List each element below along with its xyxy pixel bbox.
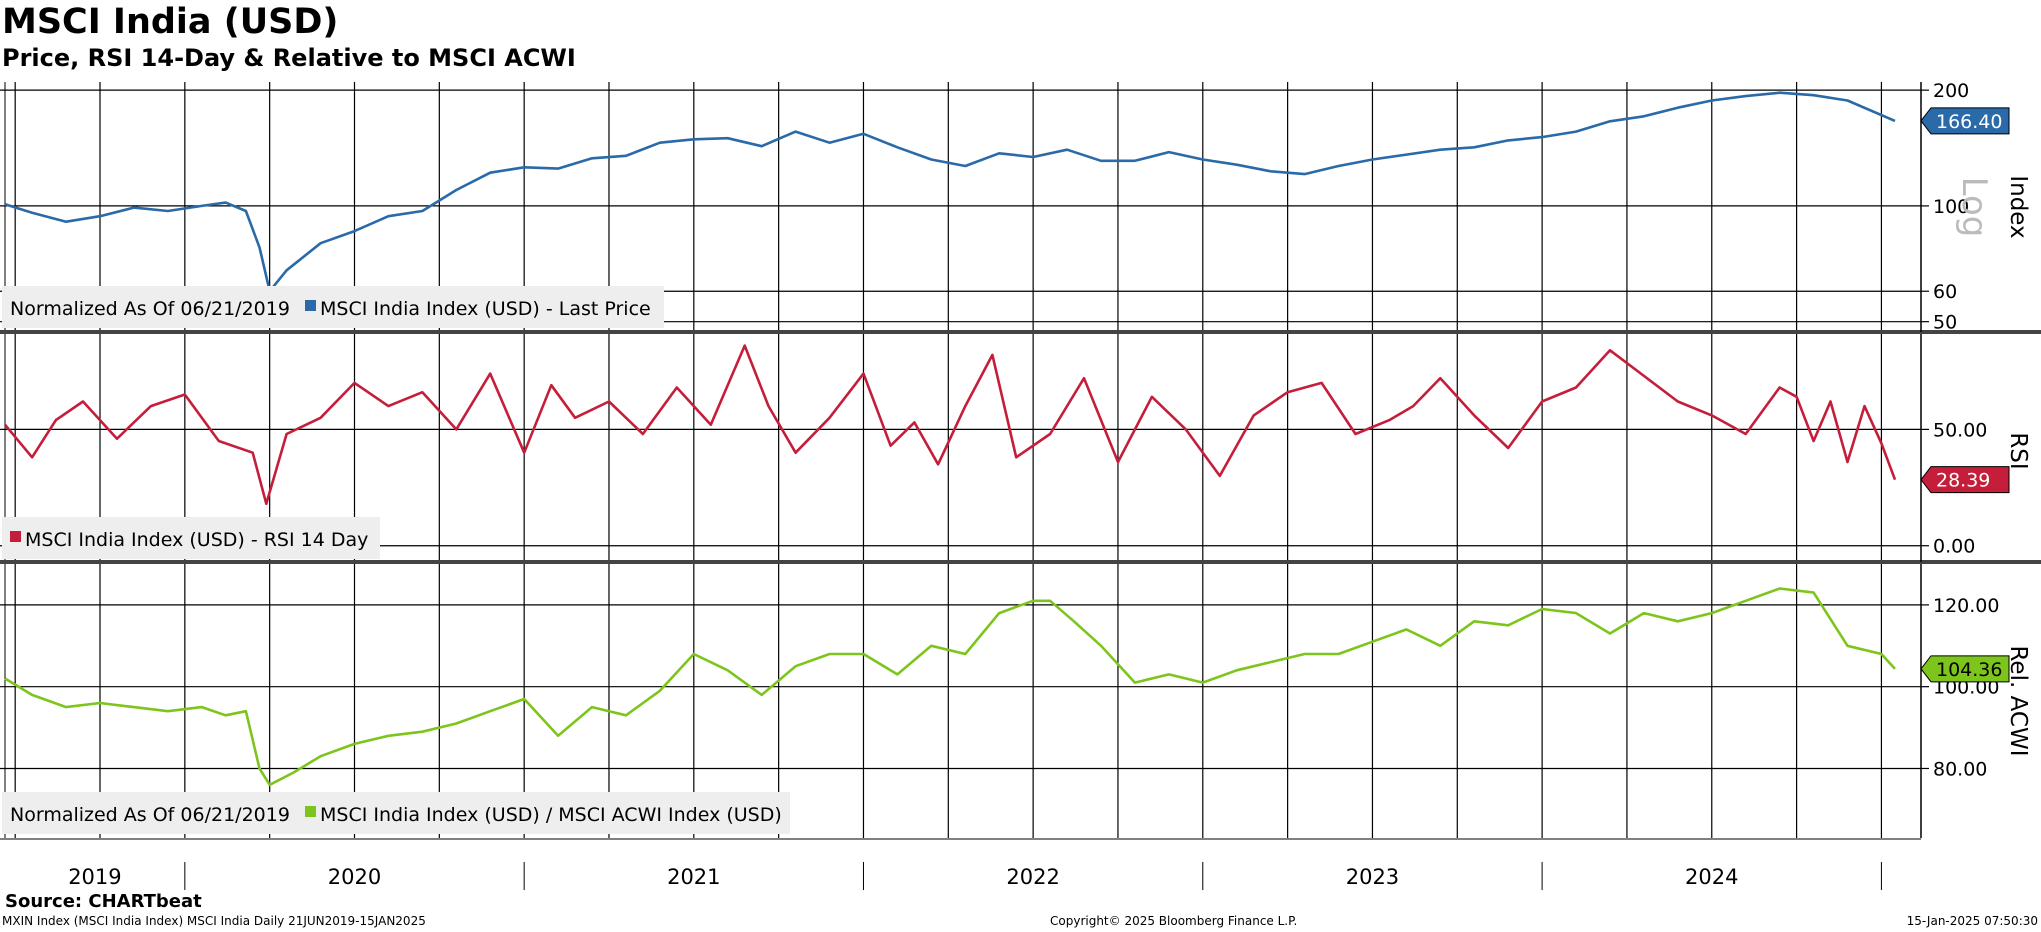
series-line-price-panel (4, 91, 1896, 293)
last-value-label: 104.36 (1936, 659, 2002, 681)
last-value-tag (1920, 655, 2010, 683)
source-label: Source: CHARTbeat (5, 891, 202, 912)
series-layer (4, 91, 1897, 787)
chart-subtitle: Price, RSI 14-Day & Relative to MSCI ACW… (2, 44, 576, 72)
scale-label: Log (1954, 177, 1994, 238)
chart-title: MSCI India (USD) (2, 2, 339, 42)
legend-box (2, 286, 664, 328)
grid-layer (0, 82, 2041, 838)
y-axis-title: RSI (2005, 432, 2031, 469)
last-value-label: 166.40 (1936, 111, 2002, 133)
legend-label: MSCI India Index (USD) - Last Price (320, 298, 651, 320)
y-tick-label: 120.00 (1933, 595, 1999, 617)
legend-box (2, 517, 380, 559)
y-axis-title: Rel. ACWI (2005, 645, 2031, 756)
y-tick-label: 200 (1933, 80, 1969, 102)
footer-timestamp: 15-Jan-2025 07:50:30 (1906, 914, 2038, 928)
series-line-rsi-panel (4, 344, 1897, 506)
last-value-tag (1920, 107, 2010, 135)
legend-layer: Normalized As Of 06/21/2019 MSCI India In… (2, 286, 790, 834)
legend-label: MSCI India Index (USD) / MSCI ACWI Index… (320, 804, 782, 826)
legend-swatch (305, 806, 316, 817)
footer-left: MXIN Index (MSCI India Index) MSCI India… (2, 914, 426, 928)
legend-prefix: Normalized As Of 06/21/2019 (10, 298, 290, 320)
last-value-tag (1920, 466, 2010, 494)
x-tick-label: 2021 (667, 865, 720, 889)
legend-swatch (305, 300, 316, 311)
y-tick-label: 80.00 (1933, 758, 1987, 780)
last-value-label: 28.39 (1936, 470, 1990, 492)
x-tick-label: 2024 (1685, 865, 1738, 889)
footer-copyright: Copyright© 2025 Bloomberg Finance L.P. (1050, 914, 1298, 928)
y-tick-label: 100 (1933, 196, 1969, 218)
y-tick-label: 50.00 (1933, 419, 1987, 441)
x-tick-label: 2019 (68, 865, 121, 889)
x-tick-label: 2022 (1006, 865, 1059, 889)
y-axis-title: Index (2005, 175, 2031, 238)
y-tick-label: 60 (1933, 281, 1957, 303)
y-tick-label: 50 (1933, 312, 1957, 334)
axes-layer: 200 100 60 50 166.40 Index Log 50.00 0.00 28.39 RS… (0, 80, 2031, 890)
x-tick-label: 2023 (1346, 865, 1399, 889)
legend-prefix: Normalized As Of 06/21/2019 (10, 804, 290, 826)
legend-box (2, 792, 790, 834)
x-tick-label: 2020 (328, 865, 381, 889)
legend-swatch (10, 531, 21, 542)
legend-label: MSCI India Index (USD) - RSI 14 Day (25, 529, 368, 551)
y-tick-label: 0.00 (1933, 536, 1975, 558)
